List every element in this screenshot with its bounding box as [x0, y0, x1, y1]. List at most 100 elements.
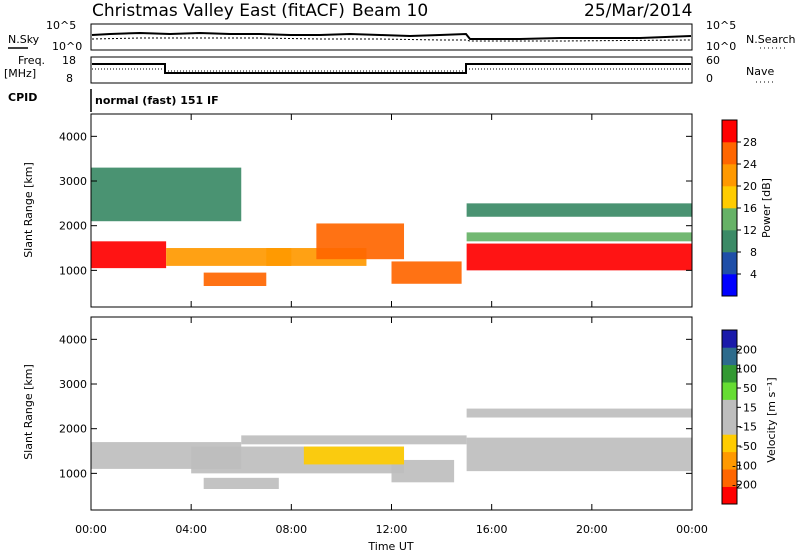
power-colorbar-tick-label: 24	[743, 158, 757, 171]
nsky-trace	[91, 31, 692, 40]
freq-label-2: [MHz]	[4, 67, 36, 80]
power-band	[391, 261, 462, 284]
nave-tick-top: 60	[706, 54, 720, 67]
power-colorbar-tick-label: 20	[743, 180, 757, 193]
velocity-colorbar-block	[722, 451, 737, 470]
velocity-bands	[91, 408, 692, 490]
cpid-label: CPID	[8, 91, 37, 104]
power-colorbar-block	[722, 208, 737, 231]
velocity-y-axis-label: Slant Range [km]	[22, 364, 35, 460]
nsky-label: N.Sky	[8, 33, 40, 46]
power-colorbar-ticks: 4 8 12 16 20 24 28	[737, 136, 757, 281]
power-colorbar-tick-label: 8	[750, 246, 757, 259]
velocity-colorbar-tick-label: -200	[732, 479, 757, 492]
velocity-colorbar-tick-label: 50	[743, 382, 757, 395]
power-colorbar-tick-label: 4	[750, 268, 757, 281]
power-colorbar-blocks	[722, 120, 737, 297]
cpid-text: normal (fast) 151 IF	[95, 94, 219, 107]
power-colorbar-block	[722, 142, 737, 165]
noise-tick-right-bottom: 10^0	[706, 40, 736, 53]
velocity-band	[241, 435, 467, 445]
velocity-colorbar-block	[722, 417, 737, 435]
velocity-band	[466, 408, 692, 418]
velocity-colorbar: -200 -100 -50 -15 15 50 100 200 Velocity [m s⁻¹…	[721, 329, 778, 505]
noise-tick-right-top: 10^5	[706, 19, 736, 32]
power-band	[466, 243, 692, 271]
power-y-axis-label: Slant Range [km]	[22, 162, 35, 258]
velocity-band	[391, 459, 455, 483]
power-colorbar-tick-label: 12	[743, 224, 757, 237]
freq-tick-top: 18	[62, 54, 76, 67]
velocity-colorbar-block	[722, 347, 737, 366]
velocity-colorbar-ticks: -200 -100 -50 -15 15 50 100 200	[732, 343, 757, 491]
time-tick-label: 00:00	[75, 523, 107, 536]
velocity-colorbar-block	[722, 399, 737, 418]
velocity-colorbar-tick-label: -100	[732, 459, 757, 472]
power-colorbar-block	[722, 164, 737, 187]
power-colorbar-block	[722, 186, 737, 209]
freq-trace	[92, 63, 691, 74]
nsearch-trace	[91, 37, 692, 42]
time-tick-label: 00:00	[676, 523, 708, 536]
velocity-colorbar-block	[722, 382, 737, 400]
velocity-band	[203, 477, 279, 490]
velocity-colorbar-tick-label: -50	[739, 440, 757, 453]
noise-tick-left-bottom: 10^0	[52, 40, 82, 53]
power-y-tick-label: 1000	[59, 264, 87, 277]
freq-label-1: Freq.	[18, 54, 45, 67]
velocity-colorbar-blocks	[722, 330, 737, 505]
nave-label: Nave	[746, 65, 774, 78]
velocity-y-tick-label: 3000	[59, 378, 87, 391]
velocity-colorbar-tick-label: 15	[743, 401, 757, 414]
power-y-tick-label: 3000	[59, 175, 87, 188]
power-colorbar-block	[722, 230, 737, 253]
time-axis: 00:00 04:00 08:00 12:00 16:00 20:00 00:00	[75, 114, 708, 536]
velocity-colorbar-block	[722, 469, 737, 487]
velocity-y-tick-label: 2000	[59, 423, 87, 436]
nsearch-label: N.Search	[746, 33, 796, 46]
power-band	[166, 248, 292, 266]
power-colorbar-block	[722, 252, 737, 275]
power-colorbar-block	[722, 274, 737, 297]
velocity-y-axis: 1000 2000 3000 4000	[59, 333, 692, 480]
velocity-colorbar-tick-label: 200	[736, 343, 757, 356]
power-band	[91, 167, 242, 222]
velocity-colorbar-block	[722, 330, 737, 348]
power-band	[91, 241, 167, 269]
power-band	[316, 223, 405, 260]
velocity-colorbar-block	[722, 486, 737, 505]
velocity-y-tick-label: 1000	[59, 467, 87, 480]
freq-panel-frame	[90, 56, 693, 84]
time-axis-label: Time UT	[367, 540, 413, 553]
power-colorbar-label: Power [dB]	[760, 178, 773, 238]
noise-panel-frame	[90, 23, 693, 51]
power-panel: 1000 2000 3000 4000 Slant Range [km]	[22, 113, 693, 308]
time-tick-label: 12:00	[376, 523, 408, 536]
velocity-colorbar-label: Velocity [m s⁻¹]	[765, 377, 778, 462]
time-tick-label: 04:00	[175, 523, 207, 536]
velocity-y-tick-label: 4000	[59, 333, 87, 346]
beam-title: Beam 10	[352, 1, 428, 21]
velocity-band	[303, 446, 405, 465]
velocity-panel: 1000 2000 3000 4000 Slant Range [km]	[22, 316, 693, 511]
date-title: 25/Mar/2014	[584, 1, 692, 21]
velocity-colorbar-frame	[721, 329, 738, 505]
power-colorbar-tick-label: 16	[743, 202, 757, 215]
freq-tick-bottom: 8	[66, 72, 73, 85]
velocity-colorbar-block	[722, 434, 737, 453]
power-band	[203, 272, 267, 287]
nave-tick-bottom: 0	[706, 72, 713, 85]
velocity-colorbar-tick-label: -15	[739, 421, 757, 434]
power-colorbar-block	[722, 120, 737, 143]
power-y-tick-label: 2000	[59, 220, 87, 233]
noise-tick-left-top: 10^5	[46, 19, 76, 32]
power-colorbar: 4 8 12 16 20 24 28 Power [dB]	[721, 119, 773, 297]
power-y-tick-label: 4000	[59, 130, 87, 143]
power-band	[466, 203, 692, 217]
power-colorbar-tick-label: 28	[743, 136, 757, 149]
time-tick-label: 16:00	[476, 523, 508, 536]
station-title: Christmas Valley East (fitACF)	[92, 1, 345, 21]
velocity-band	[466, 437, 692, 472]
power-bands	[91, 167, 692, 287]
